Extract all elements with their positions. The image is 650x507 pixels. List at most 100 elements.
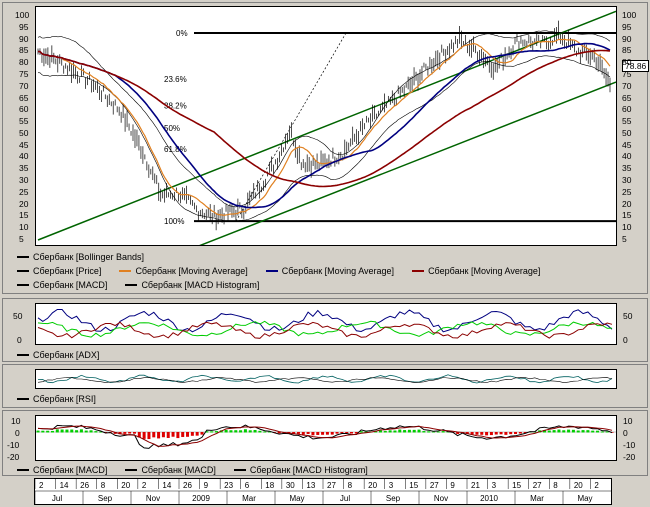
macd-legend-label-3: Сбербанк [MACD Histogram] <box>249 465 368 475</box>
bollinger-lower <box>37 55 611 222</box>
day-label: 2 <box>142 481 147 490</box>
macd-hist-bar <box>485 432 489 436</box>
macd-hist-bar <box>70 429 74 433</box>
macd-tick-left-10: 10 <box>11 416 21 426</box>
ma-red <box>37 49 611 188</box>
month-label: Mar <box>242 494 256 503</box>
macd-hist-bar <box>470 432 474 435</box>
y-tick-left-55: 55 <box>19 116 29 127</box>
y-tick-left-30: 30 <box>19 175 29 186</box>
rsi-signal-line <box>37 377 613 384</box>
day-label: 27 <box>327 481 336 490</box>
macd-hist-bar <box>128 432 132 434</box>
adx-plot-area[interactable] <box>35 303 617 345</box>
macd-hist-bar <box>258 430 262 433</box>
legend-swatch <box>17 469 29 471</box>
y-tick-right-20: 20 <box>622 198 632 209</box>
macd-hist-bar <box>475 432 479 435</box>
month-label: 2010 <box>480 494 498 503</box>
macd-hist-bar <box>210 431 214 433</box>
macd-hist-bar <box>557 429 561 433</box>
macd-hist-bar <box>50 430 54 433</box>
legend-label: Сбербанк [Bollinger Bands] <box>33 252 144 262</box>
macd-hist-bar <box>84 430 88 433</box>
macd-hist-bar <box>161 432 165 438</box>
macd-hist-bar <box>509 432 513 435</box>
adx-legend-label: Сбербанк [ADX] <box>33 350 100 360</box>
legend-swatch <box>17 398 29 400</box>
y-tick-left-35: 35 <box>19 163 29 174</box>
macd-hist-bar <box>446 431 450 433</box>
legend-swatch <box>265 270 278 272</box>
y-tick-left-80: 80 <box>19 57 29 68</box>
macd-panel: 10 0 -10 -20 10 0 -10 -20 Сбербанк [MACD… <box>2 410 648 476</box>
rsi-plot-area[interactable] <box>35 369 617 389</box>
macd-legend-label-1: Сбербанк [MACD] <box>33 465 108 475</box>
legend-item: Сбербанк [MACD Histogram] <box>125 280 259 290</box>
macd-legend-label-2: Сбербанк [MACD] <box>141 465 216 475</box>
price-plot-area[interactable]: 0% 23.6% 38.2% 50% 61.8% 100% <box>35 6 617 246</box>
macd-hist-bar <box>407 429 411 433</box>
ma-orange <box>37 38 611 217</box>
macd-hist-bar <box>301 432 305 435</box>
legend-label: Сбербанк [Moving Average] <box>135 266 248 276</box>
macd-hist-bar <box>292 432 296 434</box>
date-axis[interactable]: 2 14 26 8 20 2 14 26 9 23 6 18 30 13 27 8 20 3 15 27 9 21 3 15 2… <box>34 478 612 505</box>
day-label: 21 <box>471 481 480 490</box>
adx-tick-right-0: 0 <box>623 335 628 345</box>
month-label: Nov <box>434 494 448 503</box>
legend-row-1: Сбербанк [Bollinger Bands] <box>17 251 144 263</box>
month-label: Nov <box>146 494 160 503</box>
legend-swatch <box>125 284 138 286</box>
legend-label: Сбербанк [MACD] <box>33 280 108 290</box>
macd-hist-bar <box>60 429 64 433</box>
adx-panel: 50 0 50 0 Сбербанк [ADX] <box>2 298 648 362</box>
ma-navy <box>37 42 611 209</box>
fib-label: 0% <box>176 29 188 38</box>
macd-hist-bar <box>75 430 79 433</box>
day-label: 14 <box>60 481 69 490</box>
macd-hist-bar <box>190 432 194 436</box>
macd-hist-bar <box>345 432 349 434</box>
macd-hist-bar <box>427 431 431 433</box>
month-label: Sep <box>386 494 401 503</box>
macd-plot-area[interactable] <box>35 415 617 461</box>
day-label: 27 <box>430 481 439 490</box>
macd-hist-bar <box>152 432 156 438</box>
macd-hist-bar <box>350 432 354 434</box>
macd-tick-right-m20: -20 <box>623 452 636 462</box>
y-tick-right-40: 40 <box>622 151 632 162</box>
main-chart-panel: 0% 23.6% 38.2% 50% 61.8% 100% 78.86 Сбербанк … <box>2 2 650 294</box>
macd-tick-left-m20: -20 <box>7 452 20 462</box>
day-label: 9 <box>204 481 209 490</box>
macd-chart-svg <box>36 424 616 449</box>
legend-item: Сбербанк [Bollinger Bands] <box>17 252 144 262</box>
macd-hist-bar <box>277 432 281 434</box>
y-tick-left-90: 90 <box>19 33 29 44</box>
macd-hist-bar <box>214 431 218 433</box>
y-tick-left-20: 20 <box>19 198 29 209</box>
channel-lower <box>199 81 616 245</box>
day-label: 8 <box>348 481 353 490</box>
macd-hist-bar <box>335 432 339 434</box>
y-tick-left-65: 65 <box>19 92 29 103</box>
y-tick-right-90: 90 <box>622 33 632 44</box>
legend-swatch <box>17 354 29 356</box>
legend-swatch <box>125 469 138 471</box>
macd-hist-bar <box>316 432 320 435</box>
legend-swatch <box>17 270 29 272</box>
rsi-panel: Сбербанк [RSI] <box>2 364 648 408</box>
macd-hist-bar <box>55 429 59 433</box>
macd-hist-bar <box>186 432 190 437</box>
macd-hist-bar <box>311 432 315 436</box>
fib-label: 50% <box>164 124 180 133</box>
macd-hist-bar <box>132 432 136 434</box>
day-label: 2 <box>39 481 44 490</box>
macd-hist-bar <box>605 431 609 433</box>
macd-hist-bar <box>552 430 556 433</box>
macd-hist-bar <box>441 431 445 433</box>
macd-hist-bar <box>591 430 595 433</box>
day-label: 3 <box>492 481 497 490</box>
macd-hist-bar <box>523 432 527 434</box>
price-chart-svg: 0% 23.6% 38.2% 50% 61.8% 100% <box>37 10 616 245</box>
